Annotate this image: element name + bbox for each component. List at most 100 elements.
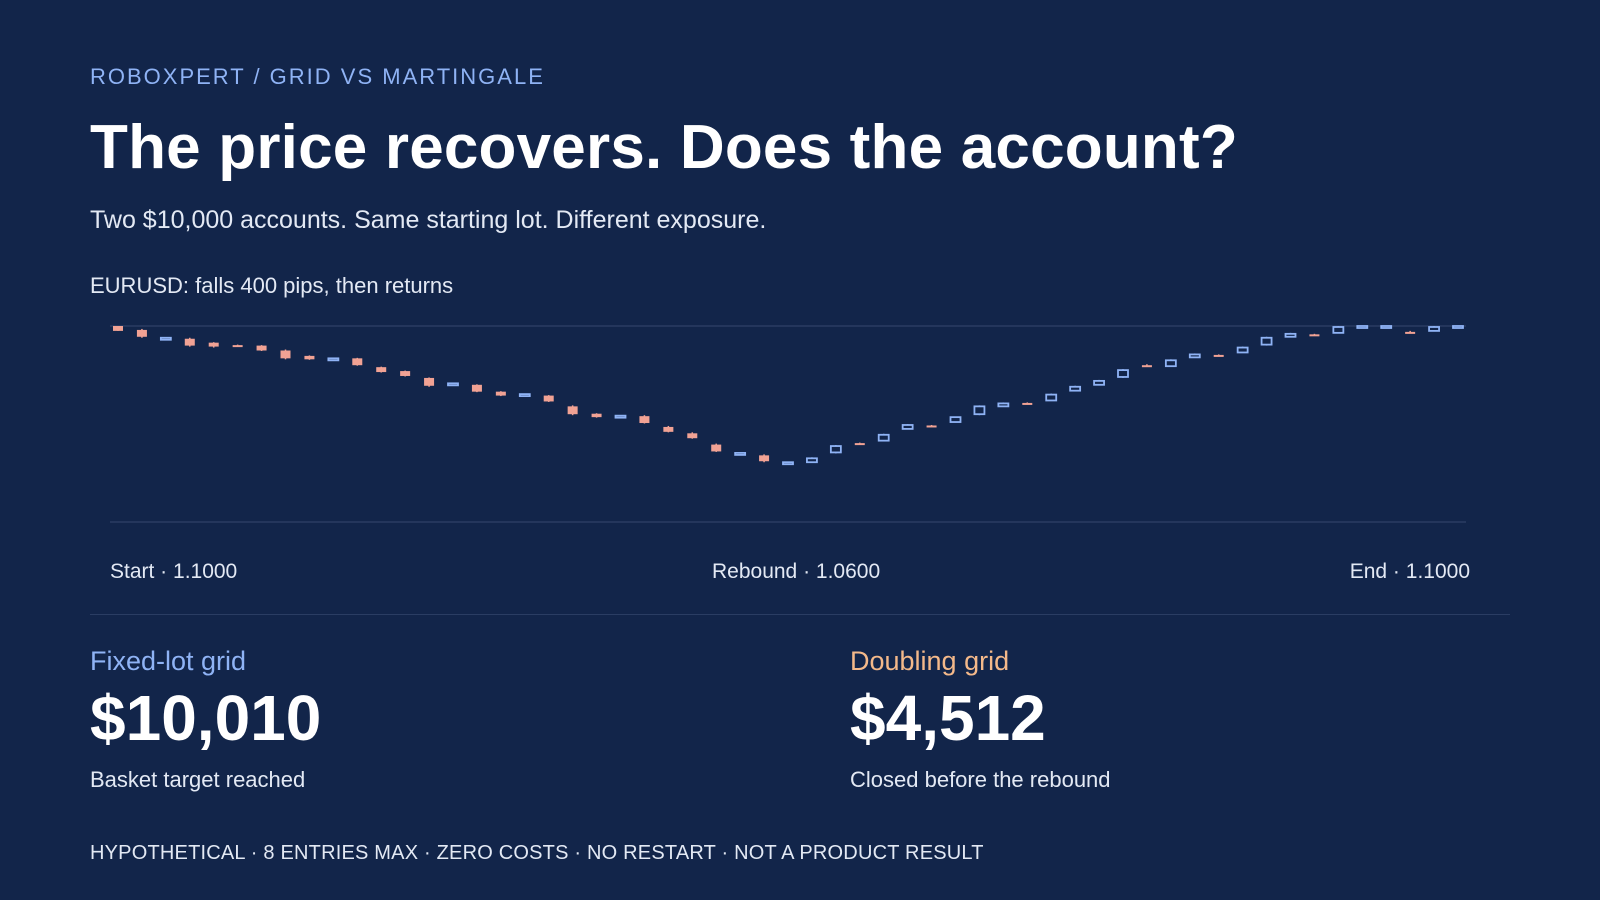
candle-body-down [854,443,865,446]
candle-body-up [782,461,794,466]
candle-body-up [806,457,818,464]
candle-body-down [495,391,506,396]
candle-body-up [1164,359,1177,368]
candle-body-down [759,455,770,462]
candle-body-down [1405,331,1416,334]
candle-body-up [829,445,842,454]
candle [471,384,482,393]
candle [1284,332,1297,338]
candle [973,405,986,416]
candle-body-up [327,357,340,362]
candle-body-up [1069,385,1082,392]
candle [1069,385,1082,392]
candle [1188,353,1201,359]
candle-body-up [1188,353,1201,359]
candle [543,395,554,402]
candle [184,337,195,347]
candle [614,414,627,419]
candle-body-up [1452,325,1464,329]
candle [208,342,219,348]
candle-body-down [424,377,435,386]
candle-body-up [1117,369,1129,378]
candle [352,357,363,366]
candle [1117,369,1129,378]
section-divider [90,614,1510,615]
candle-body-down [232,345,243,348]
candle-body-up [1380,325,1393,329]
candle-body-down [184,338,195,346]
candle-body-up [1428,326,1440,332]
candle-body-up [1093,379,1105,386]
doubling-note: Closed before the rebound [850,767,1111,793]
candle-body-down [1022,402,1033,405]
fixed-lot-note: Basket target reached [90,767,306,793]
slide: ROBOXPERT / GRID VS MARTINGALE The price… [90,0,1510,900]
breadcrumb: ROBOXPERT / GRID VS MARTINGALE [90,64,545,89]
subtitle: Two $10,000 accounts. Same starting lot.… [90,206,767,234]
page-title: The price recovers. Does the account? [90,113,1238,182]
candle-body-up [1284,332,1297,338]
candle-body-down [1141,365,1152,368]
candle-body-down [136,329,147,337]
candle [447,382,459,387]
candle [711,443,722,452]
candle [591,413,602,418]
candle-body-down [1213,354,1224,357]
candle [1380,325,1393,329]
doubling-stat: Doubling grid $4,512 Closed before the r… [850,646,1111,793]
candle-body-down [471,384,482,392]
candle [854,442,865,446]
candle [1428,326,1440,332]
candle-body-up [734,452,747,456]
candle-body-down [352,358,363,366]
candle [663,425,674,433]
candle [327,357,340,362]
candle-body-down [687,433,698,439]
candlestick-chart [110,325,1466,523]
candle [639,415,650,424]
x-label-end: End · 1.1000 [1349,560,1470,583]
candle [949,416,962,423]
candle [113,326,123,331]
fixed-lot-name: Fixed-lot grid [90,646,247,676]
candle-body-down [711,444,722,452]
candle-body-down [208,342,219,347]
candle-body-down [113,326,123,331]
fixed-lot-balance: $10,010 [90,682,322,754]
candle [567,405,578,416]
candle [1022,402,1033,405]
candle [829,445,842,454]
candle-body-down [304,355,315,360]
candle-body-down [543,395,554,402]
candle [424,377,435,387]
candle-body-down [567,406,578,415]
candle-body-down [280,350,291,359]
candle [495,391,506,397]
candle [232,344,243,348]
candle-body-up [1260,336,1273,346]
disclaimer-footer: HYPOTHETICAL · 8 ENTRIES MAX · ZERO COST… [90,842,984,864]
candle [280,349,291,360]
candle-body-up [447,382,459,387]
candle [400,370,411,377]
candle-body-up [1236,346,1249,354]
candle [1452,325,1464,329]
candle [1309,333,1320,337]
candle-body-down [663,426,674,432]
candle [1045,393,1058,402]
x-label-middle: Rebound · 1.0600 [712,560,881,583]
candle [687,432,698,439]
candle [1356,325,1369,329]
candle [1093,379,1105,386]
candle [1332,326,1345,334]
candle [1260,336,1273,346]
x-label-start: Start · 1.1000 [110,560,238,583]
candle-body-up [901,424,914,430]
candle-body-up [877,433,890,442]
candle-body-down [256,345,267,351]
candle-body-down [400,371,411,376]
candle-body-up [614,414,627,419]
candle [304,355,315,360]
candle-body-up [1356,325,1369,329]
doubling-balance: $4,512 [850,682,1046,754]
